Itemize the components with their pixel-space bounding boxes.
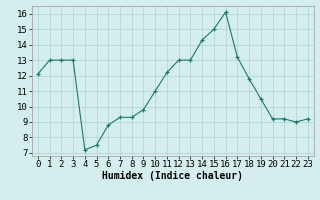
X-axis label: Humidex (Indice chaleur): Humidex (Indice chaleur) — [102, 171, 243, 181]
